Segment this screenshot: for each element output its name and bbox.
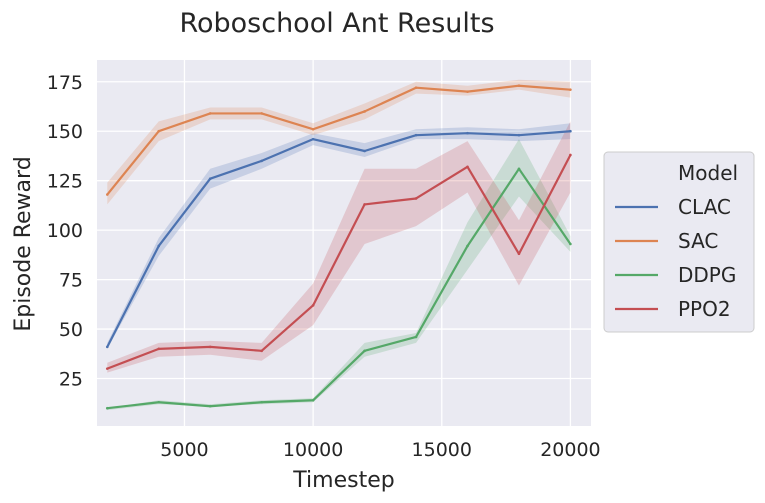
point-sac xyxy=(414,86,418,89)
point-sac xyxy=(466,90,469,93)
line-ppo2 xyxy=(106,154,572,370)
point-clac xyxy=(517,133,521,137)
point-clac xyxy=(414,133,418,137)
point-ppo2 xyxy=(414,197,418,200)
point-ddpg xyxy=(569,242,572,246)
line-clac xyxy=(106,130,571,348)
point-clac xyxy=(569,129,572,133)
point-ddpg xyxy=(311,398,315,402)
point-clac xyxy=(466,131,469,135)
y-tick-label: 75 xyxy=(59,270,83,292)
legend-label-ppo2: PPO2 xyxy=(678,297,731,321)
point-ppo2 xyxy=(157,347,161,351)
y-axis-label: Episode Reward xyxy=(11,156,36,331)
y-tick-label: 100 xyxy=(47,220,83,242)
point-ddpg xyxy=(517,167,521,171)
grid-lines xyxy=(97,60,591,426)
x-tick-label: 15000 xyxy=(412,439,472,461)
point-clac xyxy=(363,149,366,153)
point-ddpg xyxy=(105,406,109,410)
point-clac xyxy=(105,345,109,349)
band-ppo2 xyxy=(107,121,571,373)
point-ddpg xyxy=(208,404,212,408)
point-ddpg xyxy=(157,400,161,404)
legend-label-sac: SAC xyxy=(678,229,718,253)
point-clac xyxy=(260,159,263,163)
y-tick-label: 175 xyxy=(47,72,83,94)
point-clac xyxy=(311,137,315,141)
line-ddpg xyxy=(107,167,572,410)
legend: Model CLAC SAC DDPG PPO2 xyxy=(603,151,755,333)
legend-frame xyxy=(603,151,755,333)
line-sac xyxy=(106,84,571,196)
y-tick-label: 150 xyxy=(47,121,83,143)
point-ppo2 xyxy=(517,252,521,256)
point-clac xyxy=(157,244,161,248)
y-tick-label: 125 xyxy=(47,171,83,193)
point-sac xyxy=(157,129,161,133)
series-lines xyxy=(105,84,572,410)
point-ppo2 xyxy=(466,165,469,169)
confidence-bands xyxy=(107,79,571,411)
point-sac xyxy=(363,110,366,113)
y-tick-label: 25 xyxy=(59,369,83,391)
legend-title: Model xyxy=(678,161,738,185)
point-ppo2 xyxy=(208,345,212,349)
legend-label-clac: CLAC xyxy=(678,195,731,219)
x-tick-label: 10000 xyxy=(283,439,343,461)
point-sac xyxy=(260,112,263,115)
point-sac xyxy=(105,193,109,196)
point-ppo2 xyxy=(260,349,263,353)
point-ppo2 xyxy=(311,304,315,307)
point-ppo2 xyxy=(569,153,572,157)
point-ddpg xyxy=(466,244,469,248)
x-tick-label: 20000 xyxy=(540,439,600,461)
point-sac xyxy=(517,84,521,88)
chart-title: Roboschool Ant Results xyxy=(179,8,494,39)
point-clac xyxy=(208,177,212,181)
band-sac xyxy=(107,79,571,205)
legend-label-ddpg: DDPG xyxy=(678,263,736,287)
point-ddpg xyxy=(260,400,263,404)
point-sac xyxy=(208,112,212,115)
point-sac xyxy=(311,127,315,131)
x-tick-label: 5000 xyxy=(160,439,208,461)
band-clac xyxy=(107,123,571,349)
x-axis-ticks: 5000 10000 15000 20000 xyxy=(160,439,600,461)
x-axis-label: Timestep xyxy=(292,468,394,493)
point-ddpg xyxy=(363,349,366,353)
point-sac xyxy=(569,88,572,91)
point-ddpg xyxy=(414,335,418,339)
y-tick-label: 50 xyxy=(59,319,83,341)
point-ppo2 xyxy=(105,367,109,370)
point-ppo2 xyxy=(363,203,366,206)
band-ddpg xyxy=(107,139,571,411)
y-axis-ticks: 25 50 75 100 125 150 175 xyxy=(47,72,83,391)
